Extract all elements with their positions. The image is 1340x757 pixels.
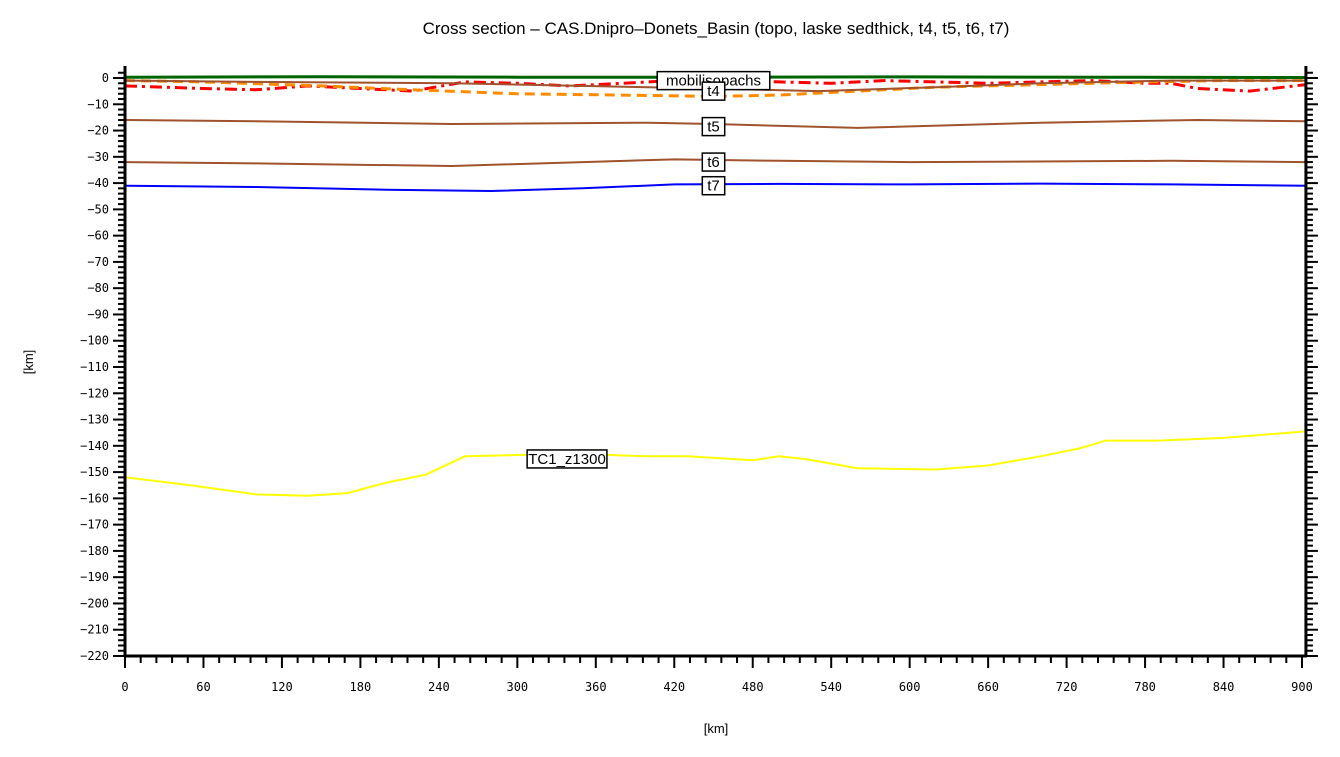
x-tick-label: 480	[742, 680, 764, 694]
y-tick-label: −90	[87, 307, 109, 321]
x-tick-label: 180	[350, 680, 372, 694]
series-laske-sedthick-line	[124, 79, 1306, 98]
series-label-t5: t5	[701, 116, 726, 137]
chart-title: Cross section – CAS.Dnipro–Donets_Basin …	[422, 19, 1010, 38]
y-tick-label: −200	[80, 596, 109, 610]
y-tick-label: −80	[87, 281, 109, 295]
x-tick-label: 420	[663, 680, 685, 694]
x-axis-label: [km]	[704, 721, 729, 736]
svg-text:t7: t7	[707, 178, 720, 195]
series-layer	[124, 75, 1307, 497]
svg-text:t5: t5	[707, 119, 720, 136]
x-tick-label: 60	[196, 680, 210, 694]
x-tick-label: 900	[1291, 680, 1313, 694]
y-tick-label: −130	[80, 413, 109, 427]
series-tc1-z1300-line	[124, 430, 1306, 497]
y-tick-label: −30	[87, 150, 109, 164]
y-tick-label: −110	[80, 360, 109, 374]
y-tick-label: −60	[87, 229, 109, 243]
y-tick-label: −20	[87, 124, 109, 138]
x-tick-label: 780	[1134, 680, 1156, 694]
y-tick-label: −50	[87, 202, 109, 216]
x-tick-label: 720	[1056, 680, 1078, 694]
x-tick-label: 540	[820, 680, 842, 694]
series-label-t7: t7	[701, 175, 726, 196]
series-t7-line	[124, 182, 1306, 193]
y-tick-label: −140	[80, 439, 109, 453]
y-tick-label: −180	[80, 544, 109, 558]
x-tick-label: 0	[121, 680, 128, 694]
svg-text:TC1_z1300: TC1_z1300	[528, 451, 606, 468]
series-t6-line	[124, 158, 1306, 168]
svg-text:t6: t6	[707, 154, 720, 171]
y-tick-label: −40	[87, 176, 109, 190]
x-tick-label: 660	[977, 680, 999, 694]
y-tick-label: −170	[80, 518, 109, 532]
y-tick-label: −210	[80, 623, 109, 637]
axes-layer: 0 −10 −20 −30 −40 −50 −60 −70 −80 −90 −100 −110 −120…	[80, 66, 1318, 694]
y-tick-label: −10	[87, 97, 109, 111]
x-tick-label: 360	[585, 680, 607, 694]
x-tick-label: 840	[1213, 680, 1235, 694]
y-tick-label: 0	[102, 71, 109, 85]
y-tick-label: −120	[80, 386, 109, 400]
svg-text:t4: t4	[707, 83, 720, 100]
y-axis-label: [km]	[21, 350, 36, 375]
svg-text:mobilisopachs: mobilisopachs	[666, 73, 761, 90]
series-label-t6: t6	[701, 152, 726, 172]
x-tick-label: 300	[506, 680, 528, 694]
x-tick-label: 240	[428, 680, 450, 694]
y-tick-label: −150	[80, 465, 109, 479]
y-tick-label: −220	[80, 649, 109, 663]
x-tick-label: 120	[271, 680, 293, 694]
series-label-t4: t4	[701, 81, 726, 101]
y-tick-label: −190	[80, 570, 109, 584]
series-label-tc1-z1300: TC1_z1300	[526, 449, 608, 469]
y-tick-label: −100	[80, 334, 109, 348]
x-tick-label: 600	[899, 680, 921, 694]
y-tick-label: −160	[80, 491, 109, 505]
y-tick-label: −70	[87, 255, 109, 269]
